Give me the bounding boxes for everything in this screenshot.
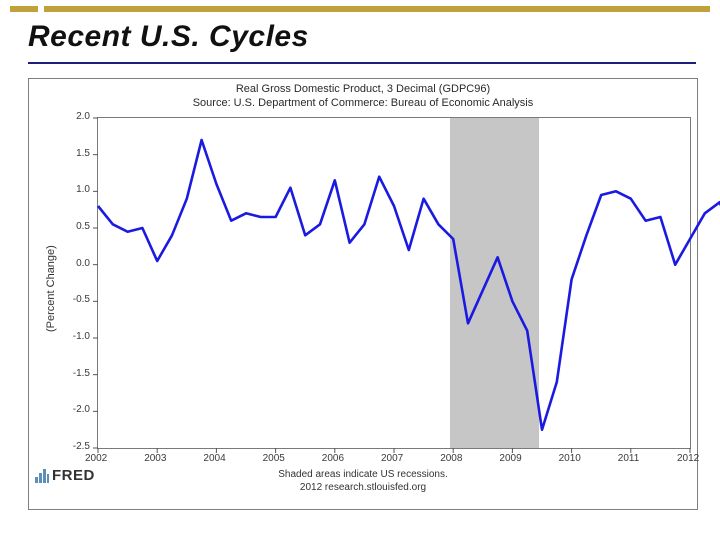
x-tick-label: 2003 bbox=[144, 453, 166, 464]
x-tick-label: 2011 bbox=[618, 453, 640, 464]
x-tick-label: 2010 bbox=[559, 453, 581, 464]
x-tick-label: 2012 bbox=[677, 453, 699, 464]
slide-title: Recent U.S. Cycles bbox=[28, 20, 309, 53]
footer-line1: Shaded areas indicate US recessions. bbox=[29, 469, 697, 482]
x-tick-label: 2005 bbox=[263, 453, 285, 464]
x-tick-label: 2009 bbox=[499, 453, 521, 464]
header-gold-bar-2 bbox=[44, 6, 710, 12]
chart-svg bbox=[98, 118, 690, 448]
x-tick-label: 2007 bbox=[381, 453, 403, 464]
gdp-line bbox=[98, 140, 720, 430]
y-tick-label: -1.0 bbox=[73, 331, 90, 342]
y-tick-label: 2.0 bbox=[76, 111, 90, 122]
y-tick-label: 0.5 bbox=[76, 221, 90, 232]
fred-logo-icon bbox=[35, 469, 49, 483]
title-underline bbox=[28, 62, 696, 64]
y-tick-label: 1.0 bbox=[76, 184, 90, 195]
chart-container: Real Gross Domestic Product, 3 Decimal (… bbox=[28, 78, 698, 510]
chart-title-line2: Source: U.S. Department of Commerce: Bur… bbox=[29, 97, 697, 111]
y-tick-label: -0.5 bbox=[73, 294, 90, 305]
x-tick-label: 2006 bbox=[322, 453, 344, 464]
y-tick-label: 0.0 bbox=[76, 258, 90, 269]
y-axis-title: (Percent Change) bbox=[45, 245, 57, 332]
chart-title-line1: Real Gross Domestic Product, 3 Decimal (… bbox=[29, 83, 697, 97]
x-tick-label: 2004 bbox=[203, 453, 225, 464]
chart-header: Real Gross Domestic Product, 3 Decimal (… bbox=[29, 79, 697, 111]
plot-area bbox=[97, 117, 691, 449]
y-tick-label: 1.5 bbox=[76, 148, 90, 159]
x-tick-label: 2002 bbox=[85, 453, 107, 464]
y-tick-label: -2.5 bbox=[73, 441, 90, 452]
chart-footer: Shaded areas indicate US recessions. 201… bbox=[29, 469, 697, 494]
y-tick-label: -2.0 bbox=[73, 404, 90, 415]
fred-logo: FRED bbox=[35, 467, 95, 484]
fred-logo-text: FRED bbox=[52, 467, 95, 484]
footer-line2: 2012 research.stlouisfed.org bbox=[29, 482, 697, 495]
x-tick-label: 2008 bbox=[440, 453, 462, 464]
slide-title-wrap: Recent U.S. Cycles bbox=[28, 20, 309, 54]
header-gold-bar-1 bbox=[10, 6, 38, 12]
y-tick-label: -1.5 bbox=[73, 368, 90, 379]
